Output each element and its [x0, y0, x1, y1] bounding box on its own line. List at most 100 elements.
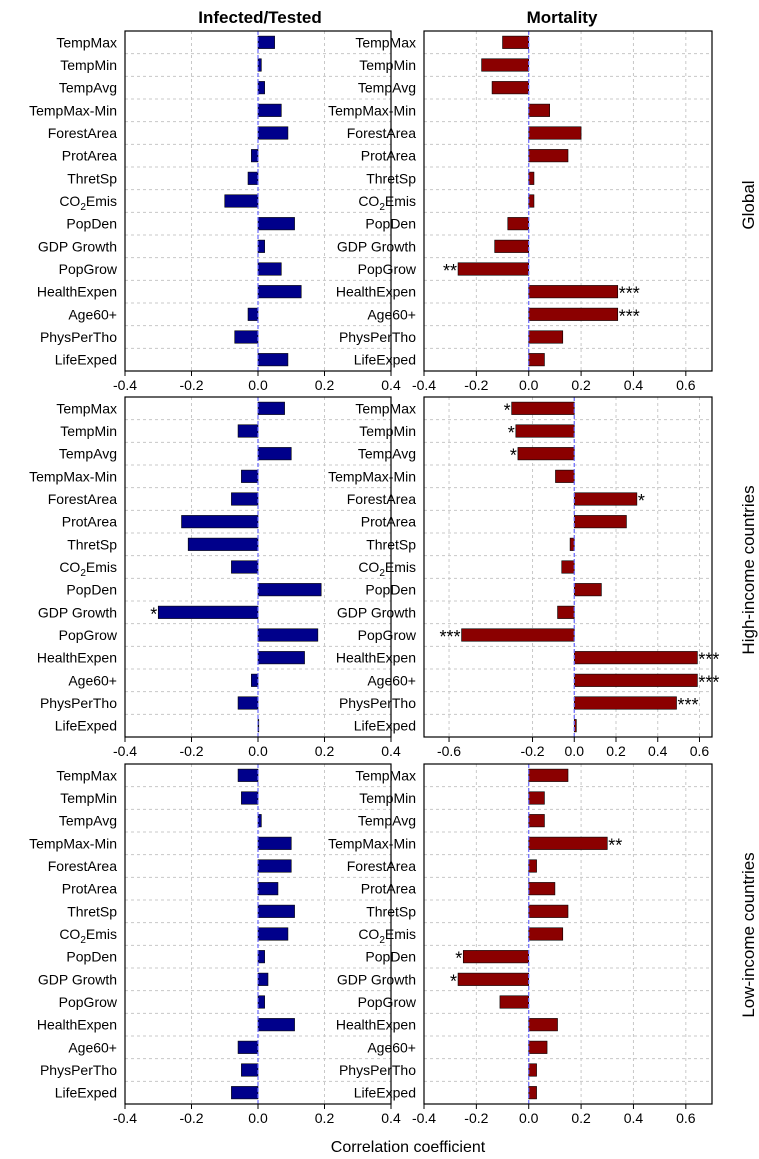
bar-popgrow — [257, 628, 319, 642]
category-label-age60: Age60+ — [367, 672, 416, 688]
x-tick-label: 0.0 — [248, 1110, 268, 1126]
bar-tempavg — [257, 81, 265, 95]
bar-popden — [257, 217, 295, 231]
bar-popgrow — [457, 262, 530, 276]
category-label-popgrow: PopGrow — [358, 627, 417, 643]
bar-age60 — [247, 307, 259, 321]
bar-protarea — [528, 882, 556, 896]
category-label-tempmin: TempMin — [60, 423, 117, 439]
category-label-tempmax-min: TempMax-Min — [29, 835, 117, 851]
panel-frame — [423, 763, 713, 1105]
category-label-popden: PopDen — [66, 582, 117, 598]
bar-protarea — [251, 149, 259, 163]
significance-label: * — [455, 949, 462, 969]
x-tick-label: 0.6 — [676, 1110, 696, 1126]
bar-thretsp — [528, 904, 569, 918]
bar-gdp-growth — [557, 605, 575, 619]
bar-tempmax — [257, 401, 285, 415]
category-label-popgrow: PopGrow — [358, 261, 417, 277]
bar-physpertho — [573, 696, 677, 710]
category-label-popgrow: PopGrow — [59, 994, 118, 1010]
category-label-tempavg: TempAvg — [59, 813, 117, 829]
significance-label: ** — [443, 261, 457, 281]
bar-popgrow — [499, 995, 530, 1009]
category-label-gdp-growth: GDP Growth — [38, 971, 117, 987]
category-label-forestarea: ForestArea — [347, 858, 416, 874]
bar-tempmax — [511, 401, 575, 415]
bar-tempmax-min — [528, 103, 550, 117]
bar-healthexpen — [257, 1018, 295, 1032]
bar-tempmax — [257, 35, 275, 49]
category-label-co2emis: CO2Emis — [358, 193, 416, 213]
x-tick-label: 0.4 — [381, 377, 401, 393]
bar-lifeexped — [528, 1086, 537, 1100]
x-tick-label: -0.4 — [412, 1110, 436, 1126]
bar-popgrow — [461, 628, 575, 642]
category-label-tempmin: TempMin — [359, 790, 416, 806]
category-label-gdp-growth: GDP Growth — [337, 971, 416, 987]
x-tick-label: -0.2 — [464, 377, 488, 393]
bar-protarea — [257, 882, 279, 896]
category-label-tempmax: TempMax — [355, 400, 416, 416]
bar-tempavg — [257, 447, 292, 461]
category-label-popden: PopDen — [365, 216, 416, 232]
x-tick-label: -0.4 — [113, 743, 137, 759]
category-label-popden: PopDen — [365, 949, 416, 965]
bar-tempmin — [481, 58, 530, 72]
row-title-global: Global — [739, 180, 758, 229]
category-label-gdp-growth: GDP Growth — [38, 238, 117, 254]
bar-co2emis — [528, 927, 564, 941]
category-label-physpertho: PhysPerTho — [339, 329, 416, 345]
bar-tempmin — [241, 791, 259, 805]
category-label-physpertho: PhysPerTho — [40, 1062, 117, 1078]
category-label-tempmax-min: TempMax-Min — [328, 468, 416, 484]
category-label-lifeexped: LifeExped — [55, 352, 117, 368]
category-label-thretsp: ThretSp — [67, 170, 117, 186]
category-label-co2emis: CO2Emis — [358, 559, 416, 579]
bar-healthexpen — [257, 651, 305, 665]
x-tick-label: 0.2 — [315, 1110, 335, 1126]
category-label-tempavg: TempAvg — [358, 813, 416, 829]
significance-label: * — [450, 971, 457, 991]
bar-forestarea — [231, 492, 259, 506]
bar-lifeexped — [257, 353, 289, 367]
x-tick-label: 0.2 — [315, 377, 335, 393]
bar-age60 — [237, 1040, 259, 1054]
significance-label: *** — [619, 284, 640, 304]
panel-frame — [423, 30, 713, 372]
bar-physpertho — [237, 696, 259, 710]
category-label-gdp-growth: GDP Growth — [38, 604, 117, 620]
bar-co2emis — [231, 560, 259, 574]
x-tick-label: -0.4 — [412, 377, 436, 393]
category-label-popden: PopDen — [66, 216, 117, 232]
category-label-tempmax: TempMax — [56, 34, 117, 50]
category-label-tempavg: TempAvg — [59, 446, 117, 462]
category-label-gdp-growth: GDP Growth — [337, 604, 416, 620]
x-tick-label: 0.6 — [676, 377, 696, 393]
x-tick-label: 0.4 — [381, 1110, 401, 1126]
x-tick-label: 0.0 — [519, 1110, 539, 1126]
category-label-co2emis: CO2Emis — [59, 559, 117, 579]
significance-label: * — [508, 423, 515, 443]
bar-tempavg — [528, 814, 545, 828]
category-label-popgrow: PopGrow — [59, 261, 118, 277]
bar-protarea — [181, 515, 259, 529]
bar-forestarea — [528, 126, 582, 140]
category-label-co2emis: CO2Emis — [358, 926, 416, 946]
bar-tempmax — [237, 768, 259, 782]
category-label-tempmax-min: TempMax-Min — [328, 835, 416, 851]
category-label-lifeexped: LifeExped — [55, 1085, 117, 1101]
bar-age60 — [573, 673, 698, 687]
category-label-lifeexped: LifeExped — [55, 718, 117, 734]
bar-gdp-growth — [457, 972, 530, 986]
x-tick-label: 0.6 — [690, 743, 710, 759]
x-tick-label: 0.0 — [565, 743, 585, 759]
category-label-age60: Age60+ — [68, 1039, 117, 1055]
bar-thretsp — [187, 537, 259, 551]
x-tick-label: 0.2 — [606, 743, 626, 759]
category-label-tempmax: TempMax — [355, 34, 416, 50]
bar-tempmax-min — [257, 836, 292, 850]
category-label-protarea: ProtArea — [361, 881, 416, 897]
category-label-tempmax-min: TempMax-Min — [29, 468, 117, 484]
